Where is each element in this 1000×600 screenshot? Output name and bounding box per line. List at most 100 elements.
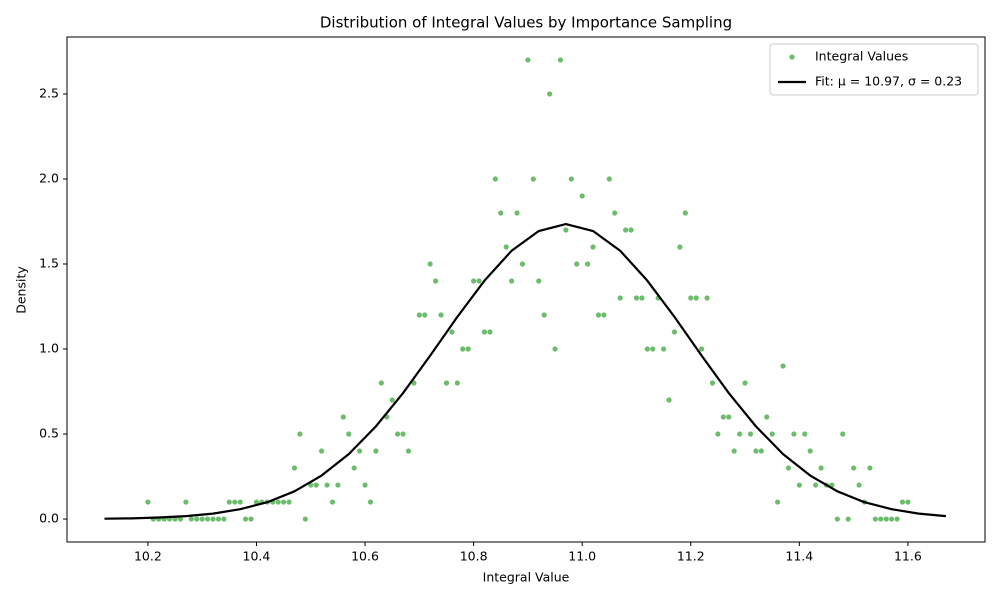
- fit-line: [104, 222, 947, 520]
- data-point: [851, 465, 857, 471]
- data-point: [422, 312, 428, 318]
- data-point: [677, 244, 683, 250]
- data-point: [753, 448, 759, 454]
- data-point: [449, 329, 455, 335]
- data-point: [243, 516, 249, 522]
- data-point: [704, 295, 710, 301]
- data-point: [357, 448, 363, 454]
- data-point: [769, 431, 775, 437]
- data-point: [894, 516, 900, 522]
- data-point: [194, 516, 200, 522]
- data-point: [471, 278, 477, 284]
- data-point: [481, 329, 488, 335]
- data-point: [221, 516, 227, 522]
- data-point: [834, 516, 840, 522]
- data-point: [682, 210, 688, 216]
- data-point: [747, 431, 754, 437]
- y-tick-label: 2.0: [39, 170, 59, 185]
- data-point: [145, 499, 151, 505]
- data-point: [297, 431, 303, 437]
- x-axis-label: Integral Value: [483, 570, 570, 585]
- data-point: [275, 499, 281, 505]
- data-point: [177, 516, 184, 522]
- data-point: [802, 431, 808, 437]
- data-point: [633, 295, 640, 301]
- data-point: [286, 499, 292, 505]
- data-point: [557, 57, 564, 63]
- data-point: [302, 516, 308, 522]
- data-point: [351, 465, 357, 471]
- data-point: [840, 431, 846, 437]
- data-point: [579, 193, 585, 199]
- data-point: [568, 176, 574, 182]
- data-point: [650, 346, 656, 352]
- data-point: [536, 278, 542, 284]
- data-point: [438, 312, 444, 318]
- data-point: [612, 210, 618, 216]
- data-point: [340, 414, 346, 420]
- data-point: [400, 431, 406, 437]
- data-point: [856, 482, 862, 488]
- data-point: [188, 516, 194, 522]
- data-point: [671, 329, 678, 335]
- data-point: [715, 431, 721, 437]
- data-point: [796, 482, 802, 488]
- data-point: [813, 482, 819, 488]
- legend-marker: [789, 54, 795, 60]
- data-point: [791, 431, 797, 437]
- data-point: [509, 278, 515, 284]
- data-point: [661, 346, 667, 352]
- data-point: [291, 465, 298, 471]
- x-tick-label: 10.4: [243, 549, 271, 564]
- data-point: [427, 261, 433, 267]
- data-point: [883, 516, 889, 522]
- y-tick-label: 0.0: [39, 511, 59, 526]
- data-point: [487, 329, 493, 335]
- data-point: [585, 261, 591, 267]
- data-point: [785, 465, 792, 471]
- data-point: [775, 499, 781, 505]
- data-point: [362, 482, 368, 488]
- x-tick-label: 11.2: [677, 549, 705, 564]
- data-point: [215, 516, 222, 522]
- x-tick-label: 10.2: [134, 549, 162, 564]
- data-point: [519, 261, 526, 267]
- data-point: [205, 516, 211, 522]
- data-point: [281, 499, 287, 505]
- data-point: [764, 414, 770, 420]
- data-point: [742, 380, 748, 386]
- data-point: [416, 312, 422, 318]
- data-point: [433, 278, 439, 284]
- data-point: [595, 312, 602, 318]
- data-point: [253, 499, 260, 505]
- data-point: [405, 448, 412, 454]
- y-tick-label: 0.5: [39, 426, 59, 441]
- data-point: [780, 363, 786, 369]
- y-tick-label: 2.5: [39, 85, 59, 100]
- legend-label: Fit: μ = 10.97, σ = 0.23: [815, 74, 962, 89]
- data-point: [389, 397, 395, 403]
- data-point: [617, 295, 623, 301]
- data-point: [465, 346, 471, 352]
- legend-label: Integral Values: [815, 49, 908, 64]
- data-point: [666, 397, 672, 403]
- chart-title: Distribution of Integral Values by Impor…: [320, 14, 732, 32]
- x-tick-label: 10.8: [460, 549, 488, 564]
- data-point: [889, 516, 895, 522]
- data-point: [313, 482, 319, 488]
- data-point: [232, 499, 238, 505]
- data-point: [395, 431, 401, 437]
- data-point: [226, 499, 232, 505]
- data-point: [601, 312, 607, 318]
- data-point: [737, 431, 743, 437]
- data-point: [590, 244, 596, 250]
- data-point: [563, 227, 569, 233]
- data-point: [460, 346, 466, 352]
- data-point: [514, 210, 520, 216]
- x-tick-label: 10.6: [351, 549, 379, 564]
- data-point: [720, 414, 726, 420]
- data-point: [476, 278, 482, 284]
- data-point: [899, 499, 906, 505]
